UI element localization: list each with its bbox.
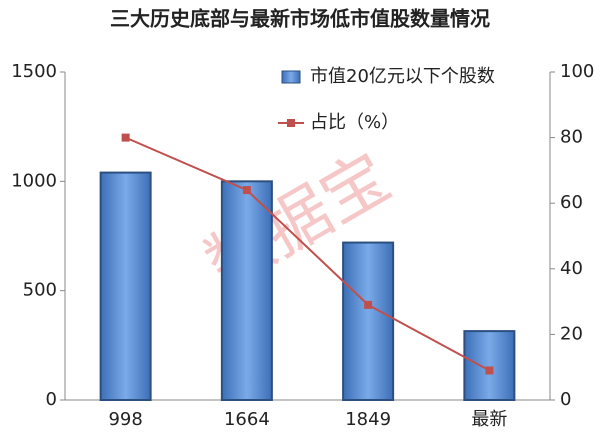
line-marker <box>485 366 494 375</box>
y2-tick-label: 20 <box>560 323 583 344</box>
legend-swatch <box>281 70 301 84</box>
y2-tick-label: 0 <box>560 389 571 410</box>
legend-marker <box>287 119 295 127</box>
x-tick-label: 998 <box>108 409 142 430</box>
x-tick-label: 1664 <box>224 409 270 430</box>
x-tick-label: 1849 <box>345 409 391 430</box>
y-tick-label: 500 <box>23 280 57 301</box>
chart-title: 三大历史底部与最新市场低市值股数量情况 <box>110 7 490 31</box>
y2-tick-label: 80 <box>560 127 583 148</box>
y-tick-label: 1000 <box>11 170 57 191</box>
bar <box>99 171 152 401</box>
y-tick-label: 1500 <box>11 61 57 82</box>
bar <box>463 330 516 401</box>
line-marker <box>364 300 373 309</box>
x-tick-label: 最新 <box>471 409 507 430</box>
y2-tick-label: 40 <box>560 258 583 279</box>
y2-tick-label: 60 <box>560 192 583 213</box>
bar <box>220 180 273 401</box>
y2-tick-label: 100 <box>560 61 594 82</box>
line-marker <box>121 133 130 142</box>
legend-label: 占比（%） <box>310 112 399 133</box>
line-marker <box>242 186 251 195</box>
legend-label: 市值20亿元以下个股数 <box>310 66 495 87</box>
y-tick-label: 0 <box>46 389 57 410</box>
bar <box>342 241 395 401</box>
line <box>125 136 490 372</box>
